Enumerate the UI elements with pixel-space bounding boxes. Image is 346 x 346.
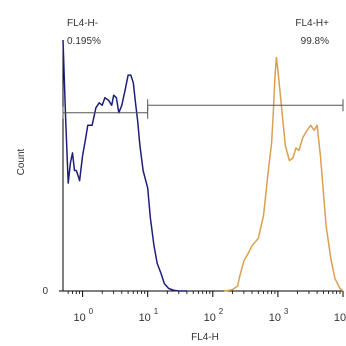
x-tick-exponent: 1 [154, 307, 159, 316]
x-tick-exponent: 3 [284, 307, 289, 316]
x-tick-label: 10 [204, 312, 216, 324]
histogram-series-2 [224, 56, 344, 292]
x-tick-label: 10 [73, 312, 85, 324]
gate-name-2: FL4-H+ [295, 18, 329, 29]
histogram-series-1 [62, 39, 187, 292]
y-axis-title: Count [16, 148, 27, 175]
x-tick-exponent: 0 [89, 307, 94, 316]
y-tick-label: 0 [42, 286, 48, 297]
x-tick-label: 10 [269, 312, 281, 324]
x-axis-title: FL4-H [191, 332, 219, 343]
gate-percent-1: 0.195% [67, 36, 101, 47]
gate-name-1: FL4-H- [67, 18, 98, 29]
x-tick-exponent: 2 [219, 307, 224, 316]
x-tick-label: 10 [334, 312, 346, 324]
x-tick-label: 10 [139, 312, 151, 324]
gate-percent-2: 99.8% [301, 36, 329, 47]
